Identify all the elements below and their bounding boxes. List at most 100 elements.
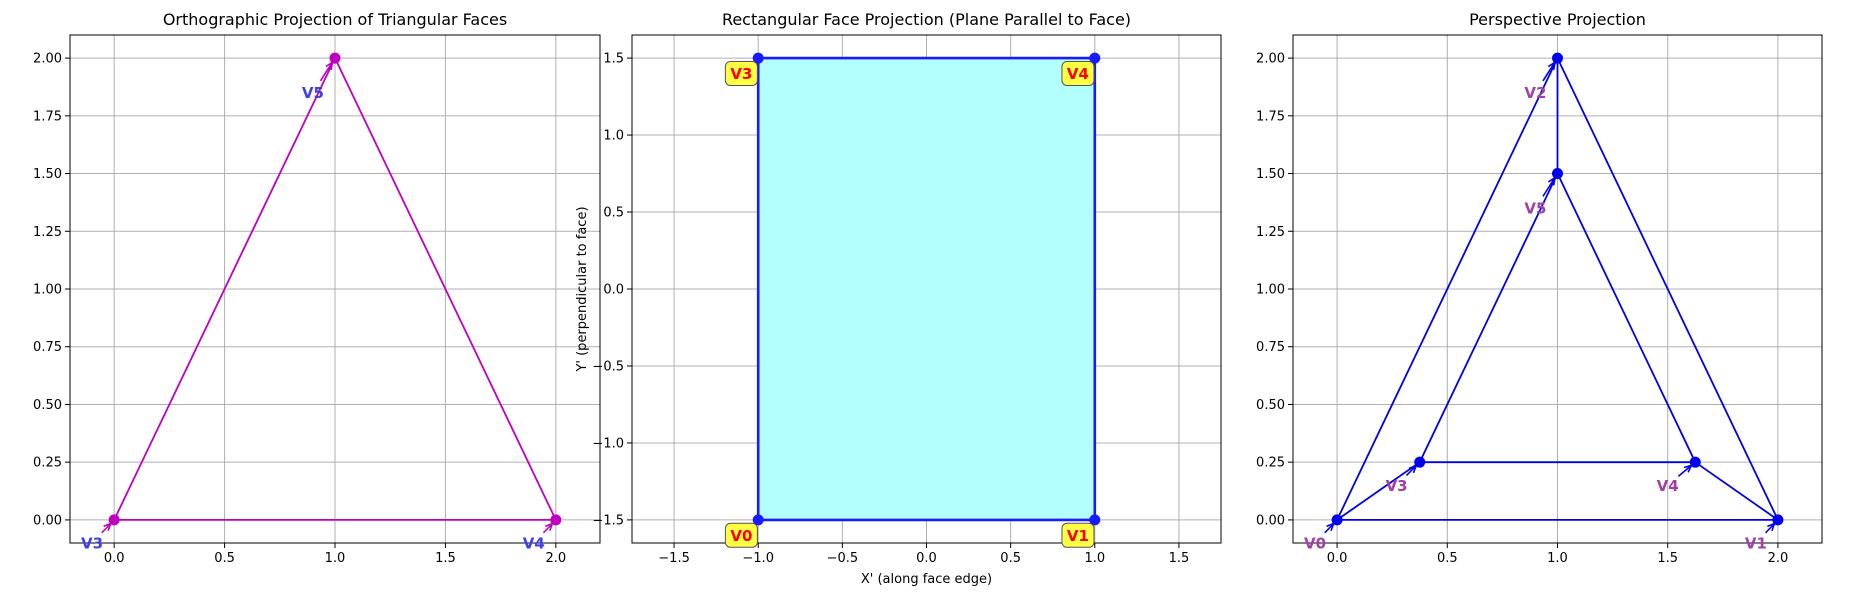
edge-V4-V5	[334, 57, 557, 521]
panel-orthographic: Orthographic Projection of Triangular Fa…	[33, 10, 601, 566]
vertex-label-V0: V0	[730, 527, 752, 545]
x-tick-label: 2.0	[545, 551, 566, 566]
vertex-label-box	[1061, 60, 1095, 86]
vertex-label-arrowhead	[1547, 60, 1556, 71]
edge-V5-V3	[113, 57, 336, 521]
vertex-label-V4: V4	[523, 535, 545, 553]
y-tick-label: −0.5	[592, 359, 624, 374]
y-tick-label: −1.0	[592, 436, 624, 451]
y-tick-label: 1.5	[603, 52, 624, 67]
vertex-label-arrow	[1542, 177, 1556, 197]
vertex-label-arrow	[101, 522, 112, 534]
vertex-label-arrow	[542, 522, 553, 534]
edge-V1-V4	[1694, 461, 1779, 521]
x-tick-label: 0.0	[1327, 551, 1348, 566]
x-tick-label: −1.5	[658, 551, 690, 566]
vertex-label-arrowhead	[1408, 464, 1418, 474]
vertex-marker-V1	[1089, 514, 1101, 526]
edge-V4-V5	[1556, 173, 1697, 463]
vertex-label-V5: V5	[302, 84, 324, 102]
y-tick-label: 0.00	[1256, 513, 1285, 528]
vertex-marker-V2	[1552, 52, 1563, 64]
grid	[1293, 35, 1822, 543]
vertex-marker-V5	[329, 52, 341, 64]
y-tick-label: 1.00	[1256, 283, 1285, 298]
edges	[756, 56, 1097, 522]
y-tick-label: 0.0	[603, 283, 624, 298]
x-tick-label: −0.5	[827, 551, 859, 566]
x-tick-label: 0.0	[916, 551, 937, 566]
y-tick-label: 0.5	[603, 206, 624, 221]
y-tick-label: 0.25	[1256, 456, 1285, 471]
vertex-label-V1: V1	[1745, 535, 1767, 553]
y-tick-label: 0.75	[33, 340, 62, 355]
x-tick-label: 0.5	[214, 551, 235, 566]
x-tick-label: 2.0	[1768, 551, 1789, 566]
y-tick-label: 1.00	[33, 283, 62, 298]
vertex-marker-V0	[752, 514, 764, 526]
vertex-label-V1: V1	[1067, 527, 1089, 545]
y-tick-label: −1.5	[592, 513, 624, 528]
vertex-label-V4: V4	[1067, 65, 1089, 83]
vertex-label-V5: V5	[1524, 200, 1546, 218]
vertex-label-arrowhead	[325, 60, 334, 71]
vertex-label-arrowhead	[1547, 176, 1556, 186]
edge-V1-V2	[1556, 57, 1779, 521]
y-tick-label: 0.50	[33, 398, 62, 413]
chart-title: Orthographic Projection of Triangular Fa…	[163, 10, 507, 29]
x-tick-label: 1.0	[1547, 551, 1568, 566]
x-axis-label: X' (along face edge)	[861, 572, 992, 587]
vertex-label-arrow	[1405, 465, 1417, 476]
face-fill	[758, 58, 1095, 520]
vertex-marker-V5	[1552, 168, 1563, 180]
vertex-label-arrowhead	[1683, 464, 1693, 473]
edge-V2-V0	[1336, 57, 1559, 521]
edge-V5-V3	[1418, 173, 1559, 463]
y-tick-label: 1.50	[33, 167, 62, 182]
x-tick-label: 0.0	[104, 551, 125, 566]
vertex-label-V3: V3	[81, 535, 103, 553]
vertex-label-V0: V0	[1304, 535, 1326, 553]
x-tick-label: 1.0	[325, 551, 346, 566]
y-tick-label: 0.00	[33, 513, 62, 528]
panel-perspective: Perspective Projection 0.0 0.5 1.0 1.5 2.0 0.…	[1256, 10, 1823, 566]
y-tick-label: 1.50	[1256, 167, 1285, 182]
y-tick-label: 2.00	[33, 52, 62, 67]
y-tick-label: 1.25	[33, 225, 62, 240]
x-tick-label: 1.5	[1169, 551, 1190, 566]
vertex-label-box	[724, 60, 758, 86]
vertex-label-V4: V4	[1657, 477, 1679, 495]
vertex-label-arrow	[1764, 522, 1776, 534]
vertex-label-arrow	[1324, 522, 1335, 534]
chart-title: Perspective Projection	[1469, 10, 1646, 29]
vertex-label-V3: V3	[1386, 477, 1408, 495]
y-tick-label: 1.25	[1256, 225, 1285, 240]
vertex-label-arrow	[1542, 61, 1556, 82]
vertex-label-arrow	[319, 61, 333, 82]
chart-title: Rectangular Face Projection (Plane Paral…	[722, 10, 1131, 29]
vertex-label-arrowhead	[103, 522, 113, 532]
vertex-label-box	[1061, 522, 1095, 548]
y-tick-label: 0.50	[1256, 398, 1285, 413]
vertex-marker-V4	[1089, 52, 1101, 64]
vertex-label-arrowhead	[1767, 522, 1776, 532]
x-tick-label: −1.0	[742, 551, 774, 566]
y-tick-label: 1.75	[33, 109, 62, 124]
y-tick-label: 0.75	[1256, 340, 1285, 355]
y-tick-label: 1.75	[1256, 109, 1285, 124]
y-tick-label: 1.0	[603, 129, 624, 144]
x-tick-label: 0.5	[1437, 551, 1458, 566]
x-tick-label: 1.5	[1657, 551, 1678, 566]
y-tick-label: 0.25	[33, 456, 62, 471]
edge-V0-V3	[1336, 461, 1421, 521]
x-tick-label: 0.5	[1000, 551, 1021, 566]
vertex-label-arrowhead	[544, 522, 554, 532]
grid	[70, 35, 600, 543]
panel-rectangular: Rectangular Face Projection (Plane Paral…	[575, 10, 1222, 587]
y-tick-label: 2.00	[1256, 52, 1285, 67]
vertex-label-V3: V3	[730, 65, 752, 83]
x-tick-label: 1.5	[435, 551, 456, 566]
edges	[113, 57, 557, 521]
